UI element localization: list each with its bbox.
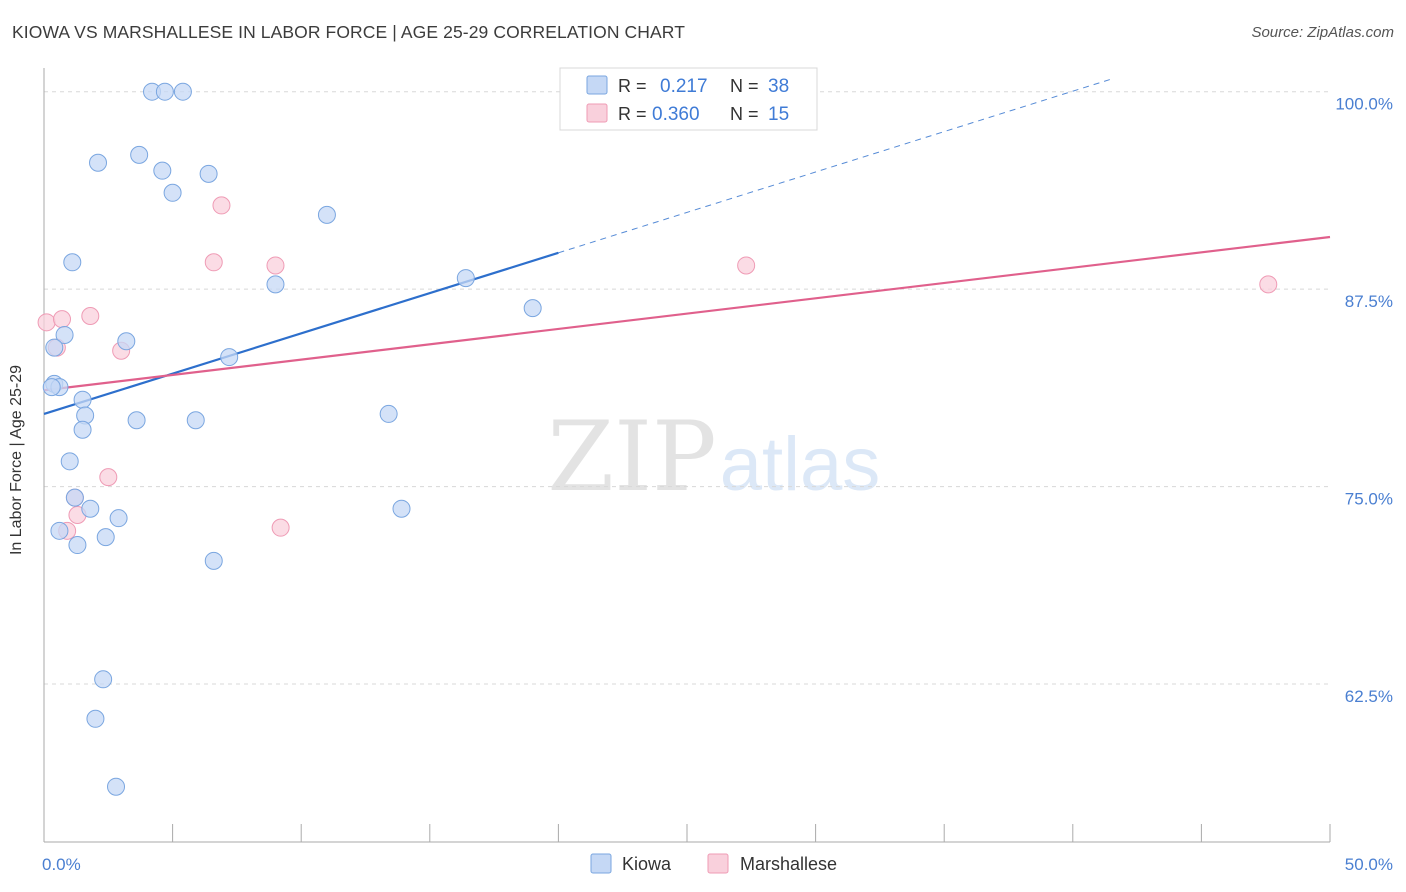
bottom-legend-swatch-kiowa	[590, 853, 612, 874]
x-tick-label-0: 0.0%	[42, 855, 81, 874]
point-kiowa-26	[60, 452, 79, 471]
y-tick-label-3: 62.5%	[1345, 687, 1393, 706]
legend-swatch-kiowa	[586, 75, 608, 95]
point-kiowa-6	[199, 164, 218, 183]
watermark-zip: ZIP	[547, 401, 716, 513]
point-kiowa-34	[204, 551, 223, 570]
point-kiowa-33	[68, 536, 87, 555]
source-label: Source: ZipAtlas.com	[1251, 24, 1394, 41]
y-tick-label-1: 87.5%	[1345, 292, 1393, 311]
point-kiowa-8	[317, 205, 336, 224]
legend-r-value-kiowa: 0.217	[660, 76, 708, 97]
gridlines	[44, 91, 1330, 685]
point-kiowa-19	[42, 378, 61, 397]
watermark-atlas: atlas	[720, 422, 881, 507]
bottom-legend: Kiowa Marshallese	[590, 853, 837, 874]
point-marshallese-6	[53, 310, 72, 329]
legend-n-label-marshallese: N =	[730, 104, 759, 124]
point-marshallese-0	[212, 196, 231, 215]
y-tick-label-2: 75.0%	[1345, 490, 1393, 509]
point-marshallese-10	[99, 468, 118, 487]
point-kiowa-1	[155, 82, 174, 101]
data-points	[37, 82, 1278, 796]
axes: 100.0% 87.5% 75.0% 62.5% 0.0% 50.0%	[42, 68, 1393, 874]
point-marshallese-13	[271, 518, 290, 537]
point-kiowa-3	[130, 145, 149, 164]
legend-n-value-marshallese: 15	[768, 104, 789, 125]
point-kiowa-37	[107, 777, 126, 796]
y-axis-title: In Labor Force | Age 25-29	[8, 364, 25, 556]
point-kiowa-13	[55, 325, 74, 344]
legend: R = 0.217 N = 38 R = 0.360 N = 15	[559, 67, 818, 131]
point-kiowa-7	[163, 183, 182, 202]
bottom-legend-label-marshallese: Marshallese	[740, 854, 837, 874]
point-marshallese-1	[204, 253, 223, 272]
point-kiowa-20	[73, 390, 92, 409]
y-tick-label-0: 100.0%	[1335, 95, 1393, 114]
point-kiowa-25	[73, 420, 92, 439]
point-kiowa-27	[65, 488, 84, 507]
watermark: ZIP atlas	[547, 401, 880, 513]
point-kiowa-5	[153, 161, 172, 180]
point-kiowa-10	[266, 275, 285, 294]
point-marshallese-7	[81, 306, 100, 325]
chart-title: KIOWA VS MARSHALLESE IN LABOR FORCE | AG…	[12, 22, 685, 42]
point-kiowa-32	[96, 528, 115, 547]
point-kiowa-29	[109, 509, 128, 528]
point-kiowa-2	[173, 82, 192, 101]
point-kiowa-4	[89, 153, 108, 172]
point-marshallese-3	[737, 256, 756, 275]
point-kiowa-22	[127, 411, 146, 430]
bottom-legend-label-kiowa: Kiowa	[622, 854, 672, 874]
point-kiowa-14	[117, 332, 136, 351]
point-kiowa-30	[392, 499, 411, 518]
legend-n-label-kiowa: N =	[730, 76, 759, 96]
x-tick-label-1: 50.0%	[1345, 855, 1393, 874]
legend-swatch-marshallese	[586, 103, 608, 123]
point-kiowa-28	[81, 499, 100, 518]
point-kiowa-36	[86, 709, 105, 728]
bottom-legend-swatch-marshallese	[707, 853, 729, 874]
point-marshallese-5	[37, 313, 56, 332]
point-kiowa-12	[523, 299, 542, 318]
point-kiowa-16	[220, 348, 239, 367]
legend-r-label-kiowa: R =	[618, 76, 647, 96]
point-kiowa-9	[63, 253, 82, 272]
point-kiowa-23	[186, 411, 205, 430]
legend-n-value-kiowa: 38	[768, 76, 789, 97]
legend-r-value-marshallese: 0.360	[652, 104, 700, 125]
trend-line-kiowa	[43, 251, 559, 415]
point-marshallese-2	[266, 256, 285, 275]
point-kiowa-35	[94, 670, 113, 689]
trend-line-marshallese	[43, 235, 1331, 392]
point-kiowa-24	[379, 404, 398, 423]
legend-r-label-marshallese: R =	[618, 104, 647, 124]
point-kiowa-15	[45, 338, 64, 357]
trend-line-kiowa-extension	[558, 78, 1112, 254]
point-kiowa-31	[50, 521, 69, 540]
point-marshallese-4	[1259, 275, 1278, 294]
point-kiowa-11	[456, 269, 475, 288]
